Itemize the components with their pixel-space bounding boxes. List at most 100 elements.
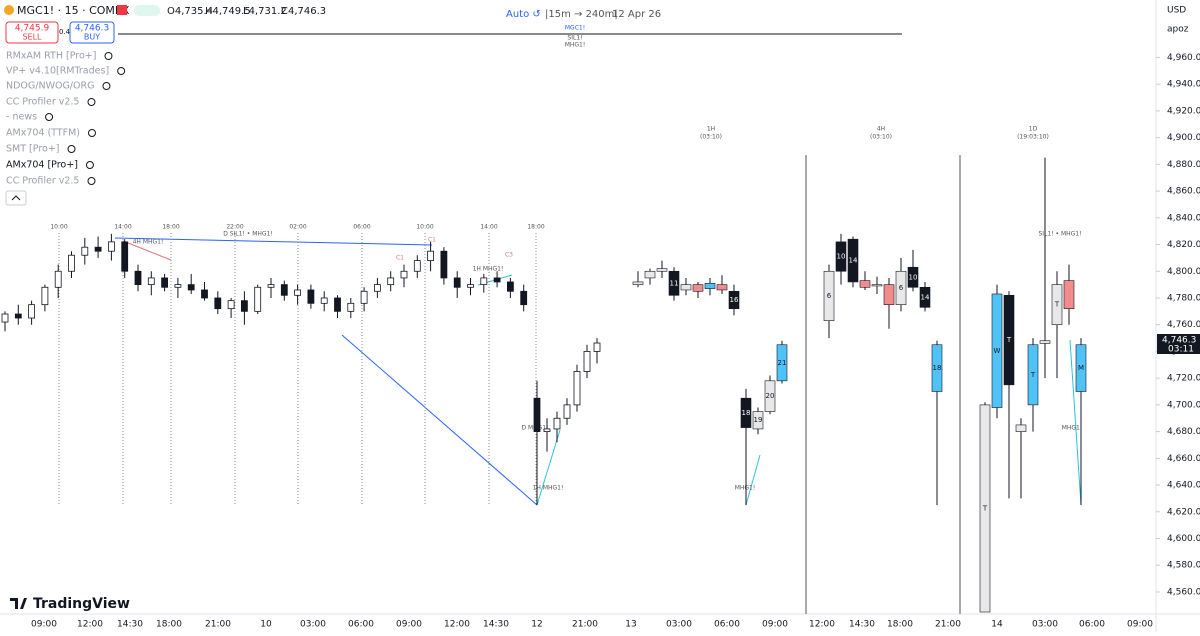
user[interactable]: apoz: [1167, 25, 1189, 35]
trend-line: [745, 454, 761, 506]
symbol[interactable]: MGC1! · 15 · COMEX: [17, 4, 130, 17]
indicator-name: AMx704 (TTFM): [6, 128, 80, 139]
htf-body: [991, 293, 1003, 408]
candle-body: [334, 297, 341, 312]
buy-button[interactable]: [69, 21, 115, 44]
y-tick-label: 4,900.0: [1167, 133, 1200, 143]
visibility-icon: [45, 113, 54, 121]
htf-label: 10: [837, 253, 846, 261]
candle-body: [307, 289, 315, 304]
visibility-icon: [117, 67, 126, 75]
y-tick-label: 4,840.0: [1167, 213, 1200, 223]
trend-line: [536, 429, 561, 506]
htf-body: [859, 280, 871, 288]
annotation: MHG1!: [1062, 425, 1083, 432]
buy-label: BUY: [84, 33, 100, 42]
htf-body: [1039, 340, 1051, 344]
htf-label: 18: [742, 409, 751, 417]
htf-body: [835, 241, 847, 272]
trend-line: [122, 240, 172, 261]
candle-body: [201, 289, 208, 299]
candle-body: [134, 270, 142, 286]
annotation: D SIL1! • MHG1!: [223, 231, 273, 238]
htf-body: [931, 344, 943, 392]
symbol-icon: [4, 5, 14, 15]
candle-body: [294, 289, 302, 296]
htf-body: [632, 281, 644, 285]
htf-label: 14: [849, 257, 858, 265]
htf-body: [1063, 280, 1075, 309]
htf-body: [823, 270, 835, 321]
x-tick-label: 06:00: [714, 620, 740, 630]
panel-title: 1H: [707, 126, 715, 133]
x-tick-label: 14:30: [483, 620, 509, 630]
htf-label: T: [1006, 336, 1012, 344]
htf-body: [752, 411, 764, 430]
x-tick-label: 14:30: [117, 620, 143, 630]
y-tick-label: 4,660.0: [1167, 454, 1200, 464]
candle-body: [214, 297, 222, 310]
candle-body: [583, 351, 591, 372]
x-tick-label: 12:00: [444, 620, 470, 630]
candle-body: [347, 302, 355, 312]
session-label: 14:00: [114, 224, 131, 231]
ohlc-close: C4,746.3: [281, 6, 326, 17]
htf-label: 6: [827, 292, 832, 300]
sell-button[interactable]: [5, 21, 59, 44]
session-label: 22:00: [226, 224, 243, 231]
x-tick-label: 09:00: [31, 620, 57, 630]
candle-body: [81, 246, 89, 256]
buy-price: 4,746.3: [75, 24, 109, 34]
candle-body: [121, 241, 129, 272]
y-tick-label: 4,960.0: [1167, 53, 1200, 63]
panel-title: 1D: [1029, 126, 1038, 133]
status: [134, 5, 160, 16]
currency[interactable]: USD: [1167, 6, 1186, 16]
candle-body: [280, 284, 288, 296]
htf-body: [1015, 424, 1027, 432]
x-tick-label: 12:00: [809, 620, 835, 630]
htf-body: [740, 397, 752, 428]
spread: 0.4: [59, 28, 71, 36]
htf-body: [656, 268, 668, 272]
visibility-icon: [87, 98, 96, 106]
session-label: 02:00: [289, 224, 306, 231]
candle-body: [68, 254, 75, 272]
htf-body: [847, 238, 859, 283]
htf-body: [668, 270, 680, 296]
htf-body: [1051, 284, 1063, 326]
candle-body: [480, 277, 488, 286]
indicator-name: - news: [6, 112, 37, 123]
htf-label: T: [982, 504, 988, 512]
panel-countdown: (03:10): [870, 134, 892, 141]
indicator-name: NDOG/NWOG/ORG: [6, 81, 94, 92]
center-label: SIL1!: [567, 35, 582, 42]
x-tick-label: 03:00: [666, 620, 692, 630]
htf-label: 6: [899, 284, 904, 292]
y-tick-label: 4,780.0: [1167, 293, 1200, 303]
candle-body: [593, 342, 601, 352]
x-tick-label: 06:00: [348, 620, 374, 630]
candle-body: [553, 417, 561, 430]
annotation: SIL1! • MHG1!: [1038, 231, 1081, 238]
htf-body: [979, 404, 991, 613]
collapse-button[interactable]: [5, 190, 27, 206]
y-tick-label: 4,640.0: [1167, 481, 1200, 491]
candle-body: [467, 284, 474, 288]
htf-body: [1075, 344, 1087, 392]
y-tick-label: 4,620.0: [1167, 507, 1200, 517]
x-tick-label: 14:30: [849, 620, 875, 630]
x-tick-label: 18:00: [887, 620, 913, 630]
x-tick-label: 09:00: [1127, 620, 1153, 630]
current-price: 4,746.3: [1162, 336, 1196, 346]
indicator-name: VP+ v4.10[RMTrades]: [6, 66, 109, 77]
auto-toggle[interactable]: Auto ↺: [506, 9, 541, 20]
ohlc-high: H4,749.5: [205, 6, 251, 17]
current-price-tag: [1157, 334, 1200, 355]
visibility-icon: [87, 177, 96, 185]
candle-body: [387, 277, 395, 286]
indicator-name: RMxAM RTH [Pro+]: [6, 51, 96, 62]
htf-body: [680, 284, 692, 291]
htf-body: [895, 270, 907, 305]
